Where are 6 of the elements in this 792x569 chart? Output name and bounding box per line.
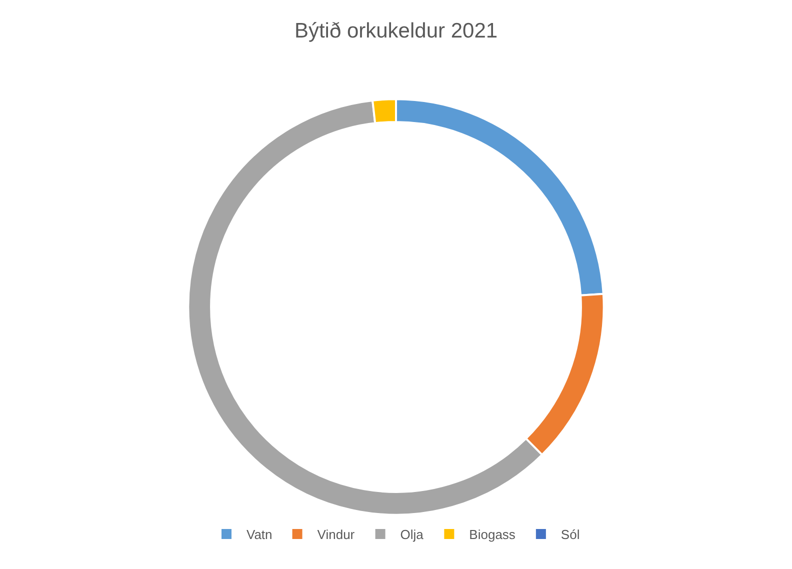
chart-title: Býtið orkukeldur 2021 xyxy=(294,19,498,42)
legend-label: Biogass xyxy=(469,527,516,542)
legend-label: Sól xyxy=(560,527,580,542)
legend-label: Vatn xyxy=(246,527,272,542)
legend-label: Olja xyxy=(400,527,424,542)
legend-label: Vindur xyxy=(317,527,356,542)
